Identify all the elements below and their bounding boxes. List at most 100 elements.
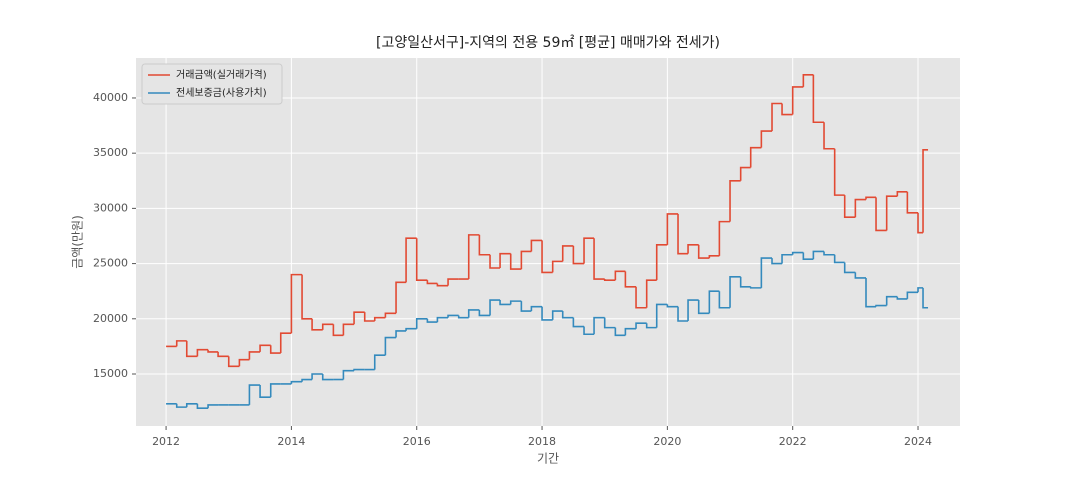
step-segment <box>373 354 386 370</box>
y-axis-label: 금액(만원) <box>71 215 85 269</box>
step-segment <box>520 250 532 270</box>
step-segment <box>922 287 929 309</box>
step-segment <box>812 250 825 260</box>
step-segment <box>185 340 198 358</box>
step-segment <box>843 262 856 274</box>
x-tick-label: 2016 <box>403 435 431 448</box>
step-segment <box>259 344 271 352</box>
step-segment <box>655 303 668 328</box>
step-segment <box>749 286 762 289</box>
step-segment <box>635 286 647 309</box>
step-segment <box>467 309 480 318</box>
step-segment <box>697 300 710 315</box>
step-segment <box>436 283 449 287</box>
chart-title: [고양일산서구]-지역의 전용 59㎡ [평균] 매매가와 전세가) <box>376 35 720 51</box>
step-segment <box>583 237 595 264</box>
step-segment <box>875 304 887 307</box>
legend-box <box>141 63 283 105</box>
step-segment <box>917 212 924 234</box>
step-segment <box>175 403 187 408</box>
step-segment <box>791 251 804 255</box>
step-segment <box>823 122 835 150</box>
step-segment <box>290 273 303 334</box>
step-segment <box>384 336 397 356</box>
step-segment <box>248 351 261 360</box>
step-segment <box>906 291 919 299</box>
step-segment <box>301 274 313 320</box>
step-segment <box>415 238 428 281</box>
step-segment <box>729 276 741 308</box>
step-segment <box>749 146 762 168</box>
y-tick-label: 15000 <box>93 367 128 380</box>
step-segment <box>922 149 929 233</box>
step-segment <box>561 311 574 319</box>
step-segment <box>865 277 877 308</box>
step-segment <box>781 103 793 116</box>
y-tick-label: 35000 <box>93 146 128 159</box>
step-segment <box>708 290 720 314</box>
step-segment <box>196 403 209 410</box>
step-segment <box>624 271 637 288</box>
step-segment <box>666 304 679 308</box>
step-segment <box>499 300 511 306</box>
step-segment <box>865 196 877 200</box>
step-segment <box>227 356 240 368</box>
y-tick-label: 25000 <box>93 257 128 270</box>
step-segment <box>269 383 281 398</box>
step-segment <box>478 234 491 256</box>
step-segment <box>457 315 469 319</box>
step-segment <box>551 260 563 273</box>
step-segment <box>436 316 449 323</box>
step-segment <box>614 270 626 281</box>
step-segment <box>645 279 657 308</box>
step-segment <box>415 317 428 329</box>
step-segment <box>593 316 605 335</box>
step-segment <box>896 296 908 300</box>
step-segment <box>342 369 355 380</box>
step-segment <box>489 254 501 269</box>
step-segment <box>771 258 783 265</box>
step-segment <box>655 244 668 281</box>
y-tick-label: 40000 <box>93 91 128 104</box>
step-segment <box>395 281 407 314</box>
step-segment <box>645 323 657 329</box>
step-segment <box>854 198 867 218</box>
step-segment <box>781 253 793 264</box>
step-segment <box>572 245 585 265</box>
step-segment <box>791 86 804 115</box>
step-segment <box>697 244 710 259</box>
step-segment <box>520 301 532 312</box>
step-segment <box>321 323 334 330</box>
step-segment <box>541 240 553 274</box>
step-segment <box>687 299 699 321</box>
step-segment <box>301 378 313 382</box>
step-segment <box>405 237 417 283</box>
step-segment <box>217 351 229 358</box>
step-segment <box>729 179 741 222</box>
step-segment <box>395 330 407 338</box>
step-segment <box>353 368 365 371</box>
step-segment <box>175 340 187 347</box>
step-segment <box>823 251 835 256</box>
step-segment <box>687 244 699 254</box>
step-segment <box>718 291 731 309</box>
step-segment <box>447 314 459 318</box>
step-segment <box>342 323 355 336</box>
step-segment <box>739 166 751 181</box>
x-tick-label: 2014 <box>277 435 305 448</box>
step-segment <box>447 278 459 286</box>
step-segment <box>311 318 323 331</box>
x-axis-label: 기간 <box>537 452 559 466</box>
step-segment <box>384 312 397 318</box>
step-segment <box>906 191 919 214</box>
step-segment <box>332 324 344 337</box>
x-tick-label: 2022 <box>779 435 807 448</box>
step-segment <box>833 254 845 264</box>
step-segment <box>917 287 924 293</box>
step-segment <box>196 348 209 357</box>
step-segment <box>635 322 647 329</box>
step-segment <box>739 276 751 288</box>
step-segment <box>467 234 480 280</box>
x-tick-label: 2020 <box>653 435 681 448</box>
